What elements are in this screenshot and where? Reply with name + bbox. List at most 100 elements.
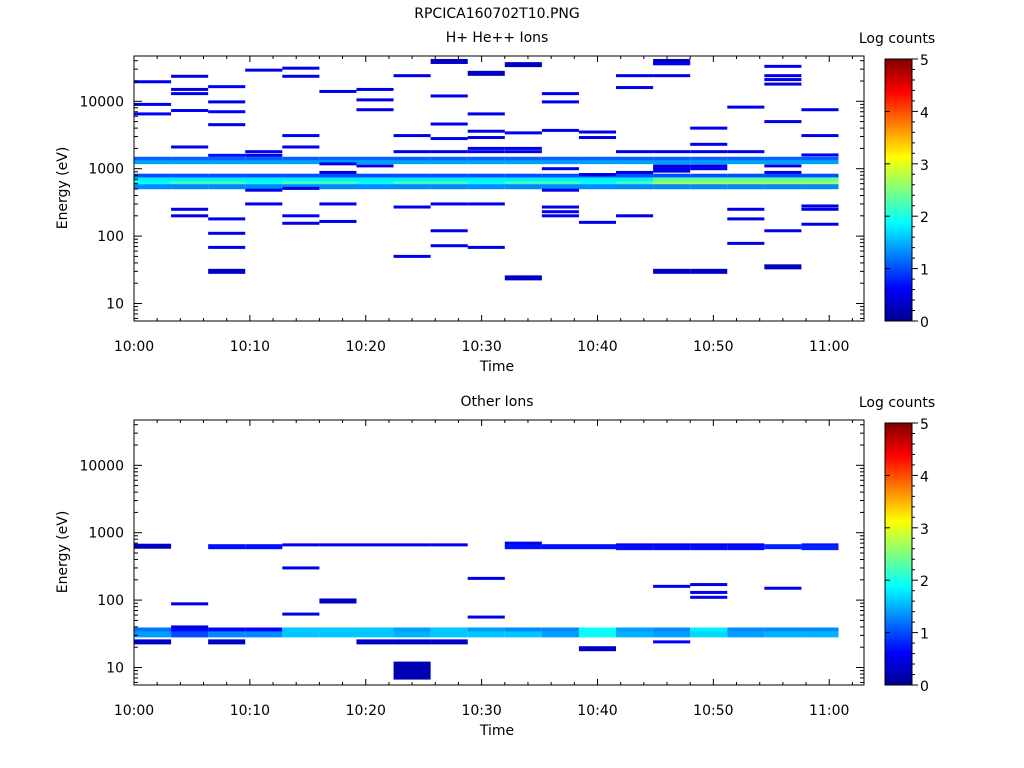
- colorbar-tick-label: 3: [920, 522, 929, 538]
- heatmap-cell: [801, 627, 839, 633]
- heatmap-cell: [653, 156, 691, 162]
- heatmap-cell: [578, 631, 617, 638]
- heatmap-cell: [764, 229, 802, 233]
- heatmap-cell: [690, 268, 728, 274]
- heatmap-cell: [430, 156, 468, 162]
- heatmap-cell: [282, 173, 320, 180]
- heatmap-cell: [171, 602, 209, 606]
- heatmap-cell: [690, 167, 728, 171]
- heatmap-cell: [393, 639, 431, 645]
- heatmap-cell: [282, 184, 320, 190]
- heatmap-cell: [504, 541, 542, 545]
- heatmap-cell: [356, 631, 394, 638]
- heatmap-cell: [467, 156, 505, 162]
- heatmap-cell: [134, 631, 172, 638]
- heatmap-cell: [356, 160, 394, 165]
- heatmap-cell: [801, 177, 839, 184]
- heatmap-cell: [430, 543, 468, 547]
- heatmap-cell: [134, 112, 172, 116]
- heatmap-cell: [727, 543, 765, 547]
- heatmap-cell: [245, 202, 283, 206]
- heatmap-cell: [171, 173, 209, 180]
- heatmap-cell: [356, 177, 394, 184]
- heatmap-cell: [467, 173, 505, 180]
- heatmap-cell: [653, 169, 691, 173]
- heatmap-cell: [727, 241, 765, 245]
- heatmap-cell: [430, 631, 468, 638]
- colorbar-tick-label: 4: [920, 105, 929, 121]
- heatmap-cell: [319, 89, 357, 93]
- heatmap-cell: [690, 627, 728, 633]
- heatmap-cell: [541, 631, 579, 638]
- heatmap-cell: [319, 156, 357, 162]
- colorbar-tick-label: 0: [920, 679, 929, 695]
- heatmap-cell: [319, 184, 357, 190]
- heatmap-cell: [504, 181, 542, 187]
- x-tick-label: 10:40: [577, 339, 617, 355]
- heatmap-cell: [134, 639, 172, 645]
- heatmap-cell: [356, 164, 394, 168]
- x-tick-label: 10:50: [693, 703, 733, 719]
- heatmap-cell: [578, 220, 617, 224]
- heatmap-cell: [541, 167, 579, 171]
- heatmap-cell: [393, 74, 431, 78]
- heatmap-cell: [393, 205, 431, 209]
- heatmap-cell: [541, 210, 579, 214]
- heatmap-cell: [430, 627, 468, 633]
- heatmap-cell: [467, 129, 505, 133]
- heatmap-cell: [727, 156, 765, 162]
- heatmap-cell: [134, 543, 172, 549]
- heatmap-cell: [356, 543, 394, 547]
- heatmap-cell: [208, 544, 246, 550]
- heatmap-cell: [578, 646, 617, 652]
- heatmap-cell: [653, 58, 691, 64]
- heatmap-cell: [208, 245, 246, 249]
- heatmap-cell: [467, 576, 505, 580]
- heatmap-cell: [504, 275, 542, 281]
- heatmap-cell: [430, 177, 468, 184]
- heatmap-cell: [727, 160, 765, 165]
- x-tick-label: 10:00: [114, 339, 154, 355]
- heatmap-cell: [653, 627, 691, 633]
- heatmap-cell: [764, 173, 802, 180]
- heatmap-cell: [393, 160, 431, 165]
- heatmap-cell: [504, 131, 542, 135]
- heatmap-cell: [282, 160, 320, 165]
- heatmap-cell: [393, 627, 431, 633]
- heatmap-cell: [727, 217, 765, 221]
- heatmap-cell: [578, 173, 617, 177]
- heatmap-cell: [616, 181, 654, 187]
- heatmap-cell: [430, 244, 468, 248]
- heatmap-cell: [653, 584, 691, 588]
- heatmap-cell: [245, 173, 283, 180]
- heatmap-cell: [393, 254, 431, 258]
- colorbar: [884, 422, 913, 686]
- heatmap-cell: [504, 631, 542, 638]
- heatmap-cell: [653, 150, 691, 154]
- colorbar-ticks: 0 1 2 3 4 5: [885, 53, 929, 331]
- y-tick-label: 10000: [79, 94, 124, 110]
- heatmap-cell: [208, 153, 246, 157]
- heatmap-cell: [208, 110, 246, 114]
- heatmap-cell: [393, 134, 431, 138]
- heatmap-cell: [171, 145, 209, 149]
- heatmap-cell: [541, 214, 579, 218]
- heatmap-cell: [430, 122, 468, 126]
- heatmap-cell: [134, 627, 172, 633]
- heatmap-cell: [764, 64, 802, 68]
- heatmap-cell: [171, 625, 209, 629]
- y-tick-label: 100: [97, 229, 124, 245]
- heatmap-cell: [171, 87, 209, 91]
- heatmap-cell: [801, 543, 839, 547]
- heatmap-cell: [134, 177, 172, 184]
- panel-h-he-ions: H+ He++ Ions 10:00 10:10 10:20 10:30 10:40 10…: [55, 30, 935, 375]
- heatmap-cell: [541, 188, 579, 192]
- heatmap-cell: [801, 153, 839, 157]
- x-tick-label: 10:10: [230, 339, 270, 355]
- heatmap-cell: [616, 150, 654, 154]
- heatmap-cell: [282, 74, 320, 78]
- heatmap-cell: [653, 173, 691, 180]
- heatmap-cell: [616, 173, 654, 180]
- heatmap-cell: [504, 184, 542, 190]
- heatmap-cell: [764, 181, 802, 187]
